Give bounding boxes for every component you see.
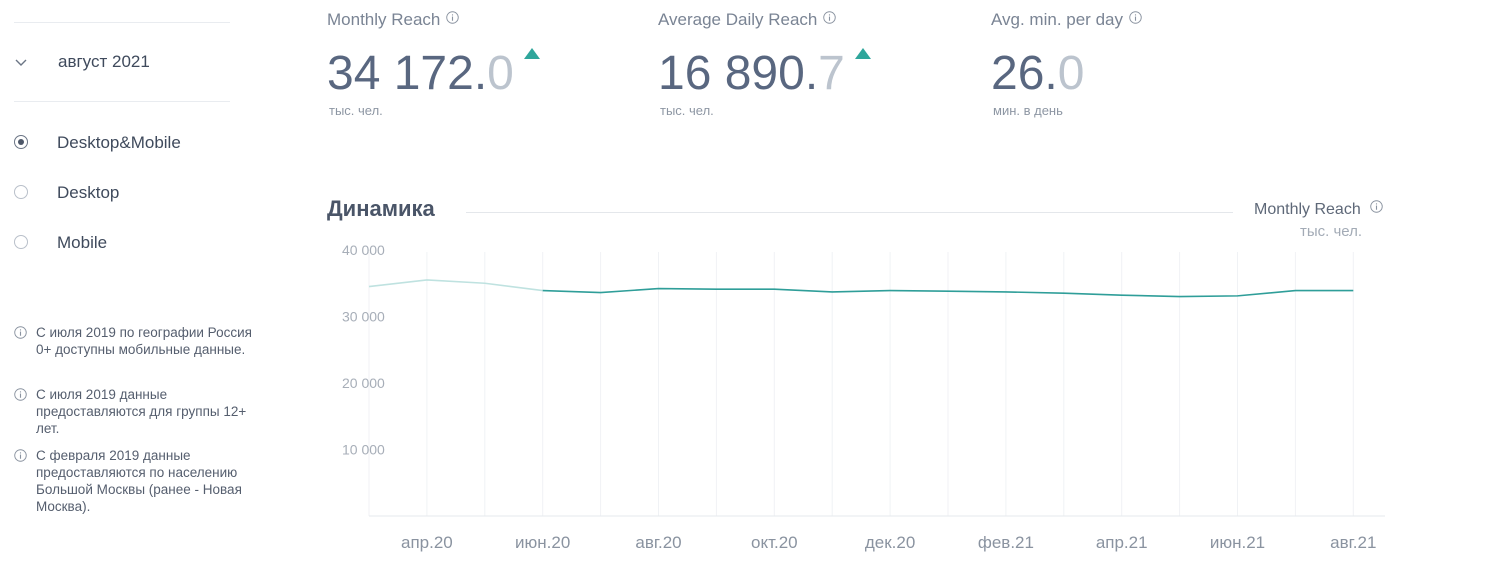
chevron-down-icon [15,59,27,66]
kpi-title: Avg. min. per day [991,10,1123,29]
info-icon[interactable] [1129,11,1142,24]
kpi-title-row: Average Daily Reach [658,10,837,30]
x-tick-label: июн.21 [1210,533,1265,552]
x-tick-label: апр.21 [1096,533,1148,552]
kpi-value: 26.0 [991,48,1084,100]
period-selector[interactable]: август 2021 [14,50,234,76]
radio-button[interactable] [14,135,28,149]
kpi-unit: тыс. чел. [329,103,383,118]
x-tick-label: дек.20 [865,533,915,552]
info-icon[interactable] [446,11,460,24]
series-line-faded [368,279,543,292]
platform-option-desktop-mobile[interactable]: Desktop&Mobile [14,131,234,157]
kpi-value-integer: 26. [991,47,1058,100]
info-icon [14,326,27,339]
kpi-monthly-reach: Monthly Reach 34 172.0 тыс. чел. [327,10,627,125]
kpi-value-decimal: 7 [818,47,845,100]
y-tick-label: 20 000 [342,375,385,391]
trend-up-icon [854,48,871,59]
kpi-value-integer: 34 172. [327,47,488,100]
kpi-title: Monthly Reach [327,10,441,29]
info-icon[interactable] [1370,200,1383,213]
x-tick-label: апр.20 [401,533,453,552]
platform-option-desktop[interactable]: Desktop [14,181,234,207]
platform-label: Desktop&Mobile [57,133,181,152]
kpi-unit: тыс. чел. [660,103,714,118]
platform-label: Desktop [57,183,120,202]
kpi-value: 34 172.0 [327,48,540,100]
kpi-title-row: Avg. min. per day [991,10,1142,30]
metric-selector[interactable]: Monthly Reach [1254,200,1383,219]
note-text: С июля 2019 по географии Россия 0+ досту… [36,325,252,357]
info-icon [14,449,27,462]
info-icon [14,388,27,401]
x-tick-label: фев.21 [978,533,1034,552]
platform-option-mobile[interactable]: Mobile [14,231,234,257]
metric-unit: тыс. чел. [1300,223,1363,240]
platform-label: Mobile [57,233,108,252]
sidebar-divider-top [14,22,230,23]
kpi-unit: мин. в день [993,103,1063,118]
kpi-value-integer: 16 890. [658,47,819,100]
x-tick-label: окт.20 [751,533,798,552]
kpi-value: 16 890.7 [658,48,871,100]
kpi-value-decimal: 0 [1057,47,1085,100]
info-icon[interactable] [823,11,837,24]
title-divider [466,212,1233,213]
x-tick-label: авг.21 [1330,533,1376,552]
trend-up-icon [523,48,540,59]
radio-button[interactable] [14,235,28,249]
kpi-title-row: Monthly Reach [327,10,460,30]
dynamics-title: Динамика [327,196,435,221]
sidebar-divider [14,101,230,102]
metric-label: Monthly Reach [1254,201,1361,218]
y-tick-label: 40 000 [342,242,385,258]
kpi-value-decimal: 0 [487,47,514,100]
radio-button[interactable] [14,185,28,199]
period-label: август 2021 [58,52,150,71]
y-tick-label: 30 000 [342,309,385,325]
y-tick-label: 10 000 [342,442,385,458]
kpi-title: Average Daily Reach [658,10,818,29]
note-text: С февраля 2019 данные предоставляются по… [36,448,242,514]
kpi-avg-min-per-day: Avg. min. per day 26.0 мин. в день [991,10,1291,125]
kpi-average-daily-reach: Average Daily Reach 16 890.7 тыс. чел. [658,10,958,125]
x-tick-label: июн.20 [515,533,570,552]
note-text: С июля 2019 данные предоставляются для г… [36,387,247,436]
x-tick-label: авг.20 [635,533,681,552]
